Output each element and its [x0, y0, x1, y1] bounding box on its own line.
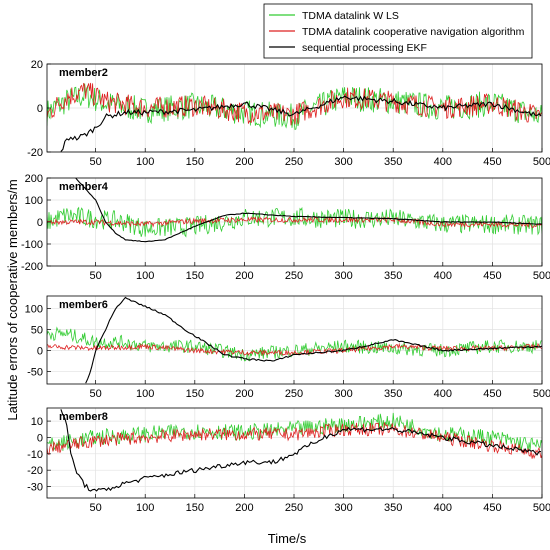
x-tick-label: 500 [533, 156, 550, 168]
x-tick-label: 250 [285, 502, 303, 514]
y-tick-label: 0 [37, 432, 43, 444]
x-tick-label: 100 [136, 388, 154, 400]
x-tick-label: 350 [384, 388, 402, 400]
x-tick-label: 500 [533, 270, 550, 282]
x-tick-label: 200 [235, 502, 253, 514]
y-tick-label: -200 [21, 261, 43, 273]
x-tick-label: 150 [186, 388, 204, 400]
y-tick-label: 0 [37, 345, 43, 357]
series-line-cooperative [47, 82, 542, 126]
panel-label: member8 [59, 411, 108, 423]
x-tick-label: 200 [235, 156, 253, 168]
series-line-wls [47, 326, 542, 362]
panel-label: member6 [59, 299, 108, 311]
legend: TDMA datalink W LS TDMA datalink coopera… [263, 3, 533, 59]
panels-layer: 50 100 150 200 250 300 350 400 450 500-20020membe… [21, 59, 550, 514]
x-tick-label: 300 [334, 388, 352, 400]
x-tick-label: 350 [384, 270, 402, 282]
x-tick-label: 150 [186, 156, 204, 168]
y-tick-label: -100 [21, 239, 43, 251]
x-tick-label: 300 [334, 502, 352, 514]
x-tick-label: 400 [434, 156, 452, 168]
series-line-wls [47, 206, 542, 238]
x-tick-label: 450 [483, 270, 501, 282]
y-tick-label: 50 [31, 325, 43, 337]
panel-label: member4 [59, 181, 109, 193]
y-axis-label: Latitude errors of cooperative members/m [5, 179, 20, 420]
series-line-ekf [60, 95, 542, 152]
x-tick-label: 50 [89, 388, 101, 400]
legend-label-ekf: sequential processing EKF [302, 42, 427, 54]
legend-label-cooperative: TDMA datalink cooperative navigation alg… [302, 26, 525, 38]
legend-label-wls: TDMA datalink W LS [302, 10, 399, 22]
x-tick-label: 500 [533, 388, 550, 400]
x-tick-label: 200 [235, 388, 253, 400]
series-line-wls [47, 412, 542, 452]
x-tick-label: 50 [89, 502, 101, 514]
series-line-ekf [75, 178, 542, 243]
panel-label: member2 [59, 67, 108, 79]
x-tick-label: 150 [186, 502, 204, 514]
x-tick-label: 50 [89, 156, 101, 168]
x-tick-label: 450 [483, 388, 501, 400]
x-axis-label: Time/s [268, 531, 307, 546]
x-tick-label: 100 [136, 270, 154, 282]
y-tick-label: -50 [27, 366, 43, 378]
x-tick-label: 300 [334, 270, 352, 282]
x-tick-label: 400 [434, 270, 452, 282]
y-tick-label: 10 [31, 416, 43, 428]
y-tick-label: -20 [27, 465, 43, 477]
y-tick-label: -20 [27, 147, 43, 159]
x-tick-label: 250 [285, 156, 303, 168]
x-tick-label: 300 [334, 156, 352, 168]
y-tick-label: -30 [27, 482, 43, 494]
x-tick-label: 200 [235, 270, 253, 282]
x-tick-label: 150 [186, 270, 204, 282]
panel-member8: 50 100 150 200 250 300 350 400 450 500 -30 -20 -10 0 1… [27, 407, 550, 514]
x-tick-label: 450 [483, 502, 501, 514]
y-tick-label: 0 [37, 103, 43, 115]
x-tick-label: 500 [533, 502, 550, 514]
y-tick-label: 0 [37, 217, 43, 229]
x-tick-label: 450 [483, 156, 501, 168]
x-tick-label: 350 [384, 156, 402, 168]
y-tick-label: -10 [27, 449, 43, 461]
x-tick-label: 100 [136, 502, 154, 514]
y-tick-label: 20 [31, 59, 43, 71]
panel-member4: 50 100 150 200 250 300 350 400 450 500 -200 -100 0 10… [21, 173, 550, 282]
y-tick-label: 100 [25, 195, 43, 207]
x-tick-label: 250 [285, 270, 303, 282]
y-tick-label: 100 [25, 304, 43, 316]
panel-frame [46, 295, 543, 385]
panel-member6: 50 100 150 200 250 300 350 400 450 500 -50 0 50 100 me… [25, 295, 550, 400]
plot-area [47, 296, 542, 384]
panel-frame [46, 407, 543, 499]
series-line-ekf [85, 296, 542, 384]
x-tick-label: 400 [434, 502, 452, 514]
x-tick-label: 400 [434, 388, 452, 400]
series-line-cooperative [47, 216, 542, 229]
panel-member2: 50 100 150 200 250 300 350 400 450 500 -20 0 20 membe… [27, 59, 550, 168]
x-tick-label: 50 [89, 270, 101, 282]
series-line-ekf [60, 409, 542, 492]
x-tick-label: 350 [384, 502, 402, 514]
legend-box [263, 3, 533, 59]
x-tick-label: 100 [136, 156, 154, 168]
y-tick-label: 200 [25, 173, 43, 185]
x-tick-label: 250 [285, 388, 303, 400]
